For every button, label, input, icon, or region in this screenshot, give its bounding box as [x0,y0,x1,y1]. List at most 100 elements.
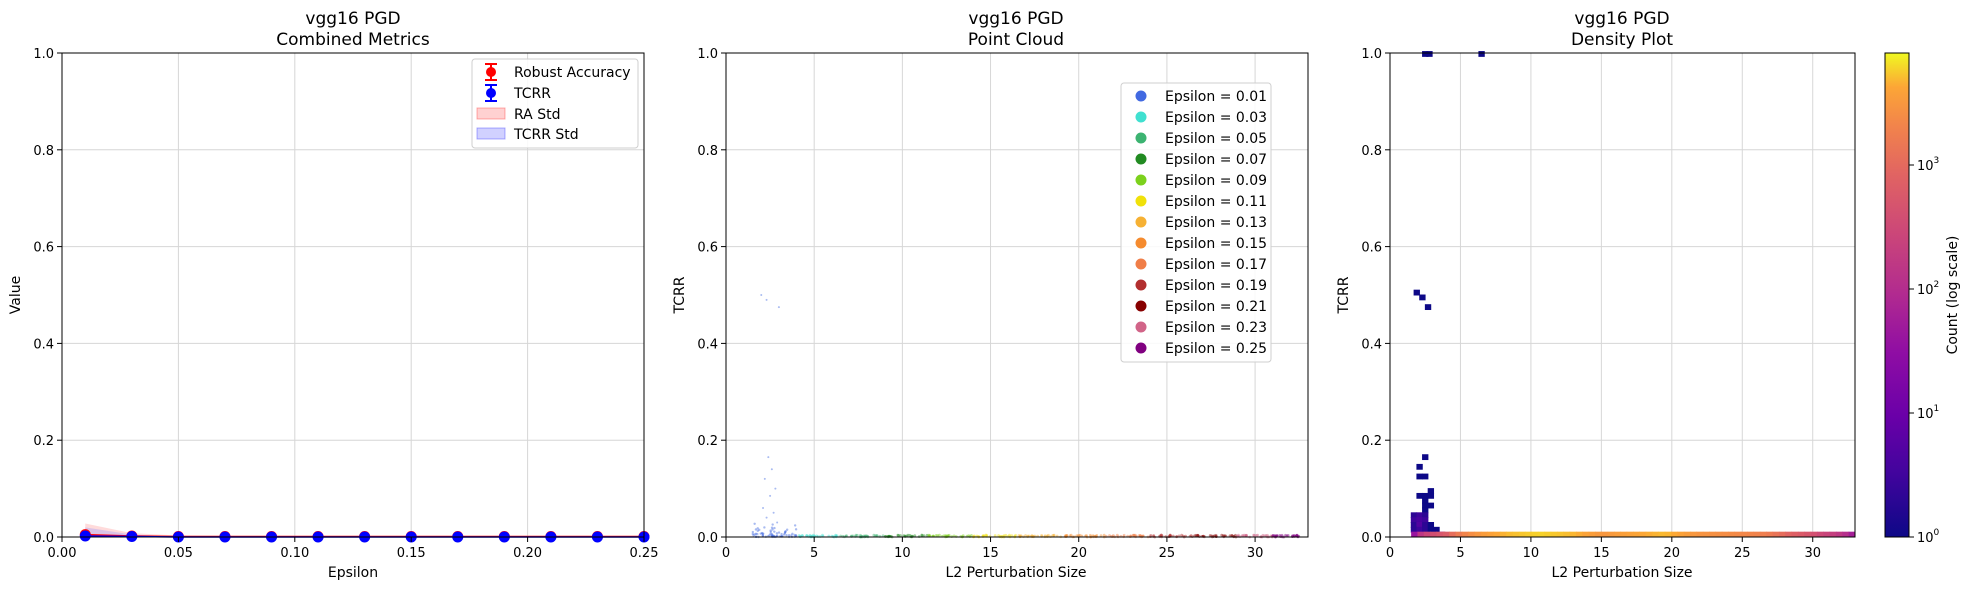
point-cloud-point [1261,533,1265,537]
density-cell [1422,507,1429,514]
panel3-y-axis-label: TCRR [1336,276,1352,314]
point-cloud-point [1088,533,1092,537]
density-cell-baseline [1734,531,1742,537]
point-cloud-point [1002,534,1006,538]
density-cell-baseline [1468,531,1476,537]
panel1-title-line1: vgg16 PGD [305,9,400,29]
panel3-x-tick-label: 20 [1664,546,1681,561]
point-cloud-point [845,534,848,538]
point-cloud-point [1280,533,1284,537]
legend-epsilon-marker [1135,300,1147,312]
colorbar-ticks: 100 101 102 103 [1909,156,1940,546]
panel1-y-tick-label: 0.2 [33,434,54,449]
point-cloud-point [1008,533,1011,537]
point-cloud-point [1102,533,1106,537]
panel1-x-tick-label: 0.00 [48,546,77,561]
density-cell-baseline [1740,531,1748,537]
density-cell-baseline [1537,531,1545,537]
density-cell [1416,463,1423,470]
point-cloud-point [790,534,793,537]
point-cloud-point [770,532,774,536]
point-cloud-point [801,534,804,537]
density-cell-baseline [1633,531,1640,537]
legend-ra-std-swatch [476,107,506,120]
density-cell [1422,473,1429,480]
point-cloud-point [1168,533,1172,537]
point-cloud-point [1242,533,1246,537]
point-cloud-point [787,534,791,537]
panel3-y-tick-label: 0.0 [1361,531,1382,546]
colorbar-gradient [1884,52,1910,538]
point-cloud-outlier [765,516,768,519]
panel3-y-tick-label: 0.8 [1361,144,1382,159]
density-cell-baseline [1487,531,1495,537]
density-cell-baseline [1683,531,1691,537]
colorbar-tick-label: 102 [1917,280,1939,298]
panel1-x-tick-label: 0.10 [280,546,309,561]
point-cloud-point [944,534,948,537]
point-cloud-outlier [774,487,777,490]
density-cell-baseline [1601,531,1609,537]
density-cell [1426,51,1433,57]
point-cloud-point [771,534,775,537]
density-cell-baseline [1829,531,1837,537]
legend-epsilon-label: Epsilon = 0.21 [1165,299,1267,315]
legend-epsilon-label: Epsilon = 0.07 [1165,152,1267,168]
density-cell [1427,526,1435,533]
point-cloud-point [1189,534,1193,537]
point-cloud-point [1252,533,1256,537]
legend-epsilon-marker [1135,90,1147,102]
point-cloud-point [1030,534,1034,538]
density-cell-baseline [1664,531,1672,537]
legend-epsilon-marker [1135,132,1147,144]
density-cell-baseline [1791,531,1799,537]
density-cell [1422,51,1429,57]
point-cloud-point [794,534,798,537]
density-cell-baseline [1778,531,1786,537]
point-cloud-point [1223,534,1227,538]
point-cloud-point [1014,533,1017,537]
density-cell [1413,289,1420,296]
panel1-ticks: 0.00 0.05 0.10 0.15 0.20 0.25 0.0 0.2 0.4 0.6 0.8 1… [33,47,658,561]
panel3-y-tick-label: 0.6 [1361,241,1382,256]
point-cloud-point [1195,534,1199,538]
point-cloud-point [1115,533,1119,537]
point-cloud-point [1017,534,1021,537]
panel3-x-tick-label: 0 [1386,546,1394,561]
density-cell-baseline [1715,531,1723,537]
point-cloud-point [1095,534,1099,537]
point-cloud-point [1159,533,1163,537]
panel2-ticks: 0 5 10 15 20 25 30 0.0 0.2 0.4 0.6 0.8 1.0 [697,47,1263,561]
point-cloud-point [1295,533,1299,537]
panel3-y-tick-label: 0.2 [1361,434,1382,449]
density-cell [1416,521,1423,528]
panel2-x-tick-label: 20 [1070,546,1087,561]
point-cloud-point [1122,533,1126,537]
legend-epsilon-label: Epsilon = 0.15 [1165,236,1267,252]
point-cloud-point [758,528,761,532]
point-cloud-point [961,534,965,538]
point-cloud-point [896,533,900,537]
point-cloud-point [938,533,941,537]
panel1-y-tick-label: 1.0 [33,47,54,62]
density-cell [1416,492,1423,499]
panel3-x-tick-label: 30 [1804,546,1821,561]
point-cloud-point [1043,534,1047,538]
point-cloud-point [753,533,756,536]
density-cell-baseline [1556,531,1564,537]
panel2-title-line2: Point Cloud [968,30,1064,50]
point-cloud-point [769,532,772,535]
point-cloud-outlier [765,298,768,301]
density-cell [1416,517,1423,523]
point-cloud-point [797,534,801,537]
point-cloud-point [751,530,755,534]
point-cloud-point [1263,534,1267,538]
point-cloud-point [865,534,868,538]
density-cell-baseline [1709,531,1716,537]
density-cell-baseline [1607,531,1615,537]
point-cloud-point [1149,533,1153,537]
point-cloud-point [1180,533,1184,537]
point-cloud-point [934,534,938,537]
point-cloud-point [775,532,779,535]
point-cloud-point [1295,534,1299,537]
